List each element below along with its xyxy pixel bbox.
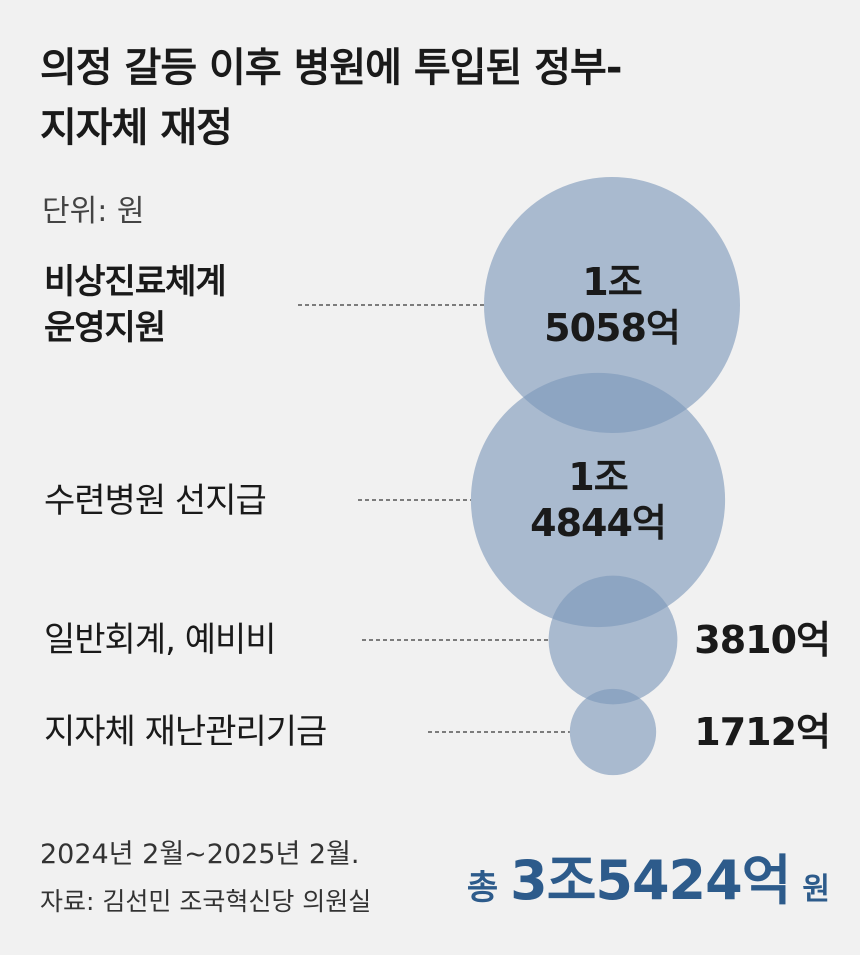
category-label: 비상진료체계 운영지원 <box>44 262 227 348</box>
total-suffix: 원 <box>802 872 830 907</box>
value-label: 3810억 <box>694 618 831 662</box>
period-note: 2024년 2월~2025년 2월. <box>40 839 360 870</box>
total-prefix: 총 <box>466 868 499 908</box>
category-label: 지자체 재난관리기금 <box>44 712 327 752</box>
category-label: 수련병원 선지급 <box>44 481 267 521</box>
bubble <box>569 688 657 776</box>
unit-label: 단위: 원 <box>42 194 145 229</box>
source-note: 자료: 김선민 조국혁신당 의원실 <box>40 887 372 916</box>
total-value: 3조5424억 <box>510 849 791 912</box>
category-label: 일반회계, 예비비 <box>44 620 277 660</box>
value-label: 1712억 <box>694 710 831 754</box>
total: 총 3조5424억 원 <box>467 836 830 915</box>
value-label: 1조 5058억 <box>544 260 681 350</box>
bubble <box>470 372 726 628</box>
value-label: 1조 4844억 <box>530 455 667 545</box>
bubble <box>484 177 740 433</box>
bubble <box>548 575 678 705</box>
chart-title: 의정 갈등 이후 병원에 투입된 정부-지자체 재정 <box>40 45 622 151</box>
